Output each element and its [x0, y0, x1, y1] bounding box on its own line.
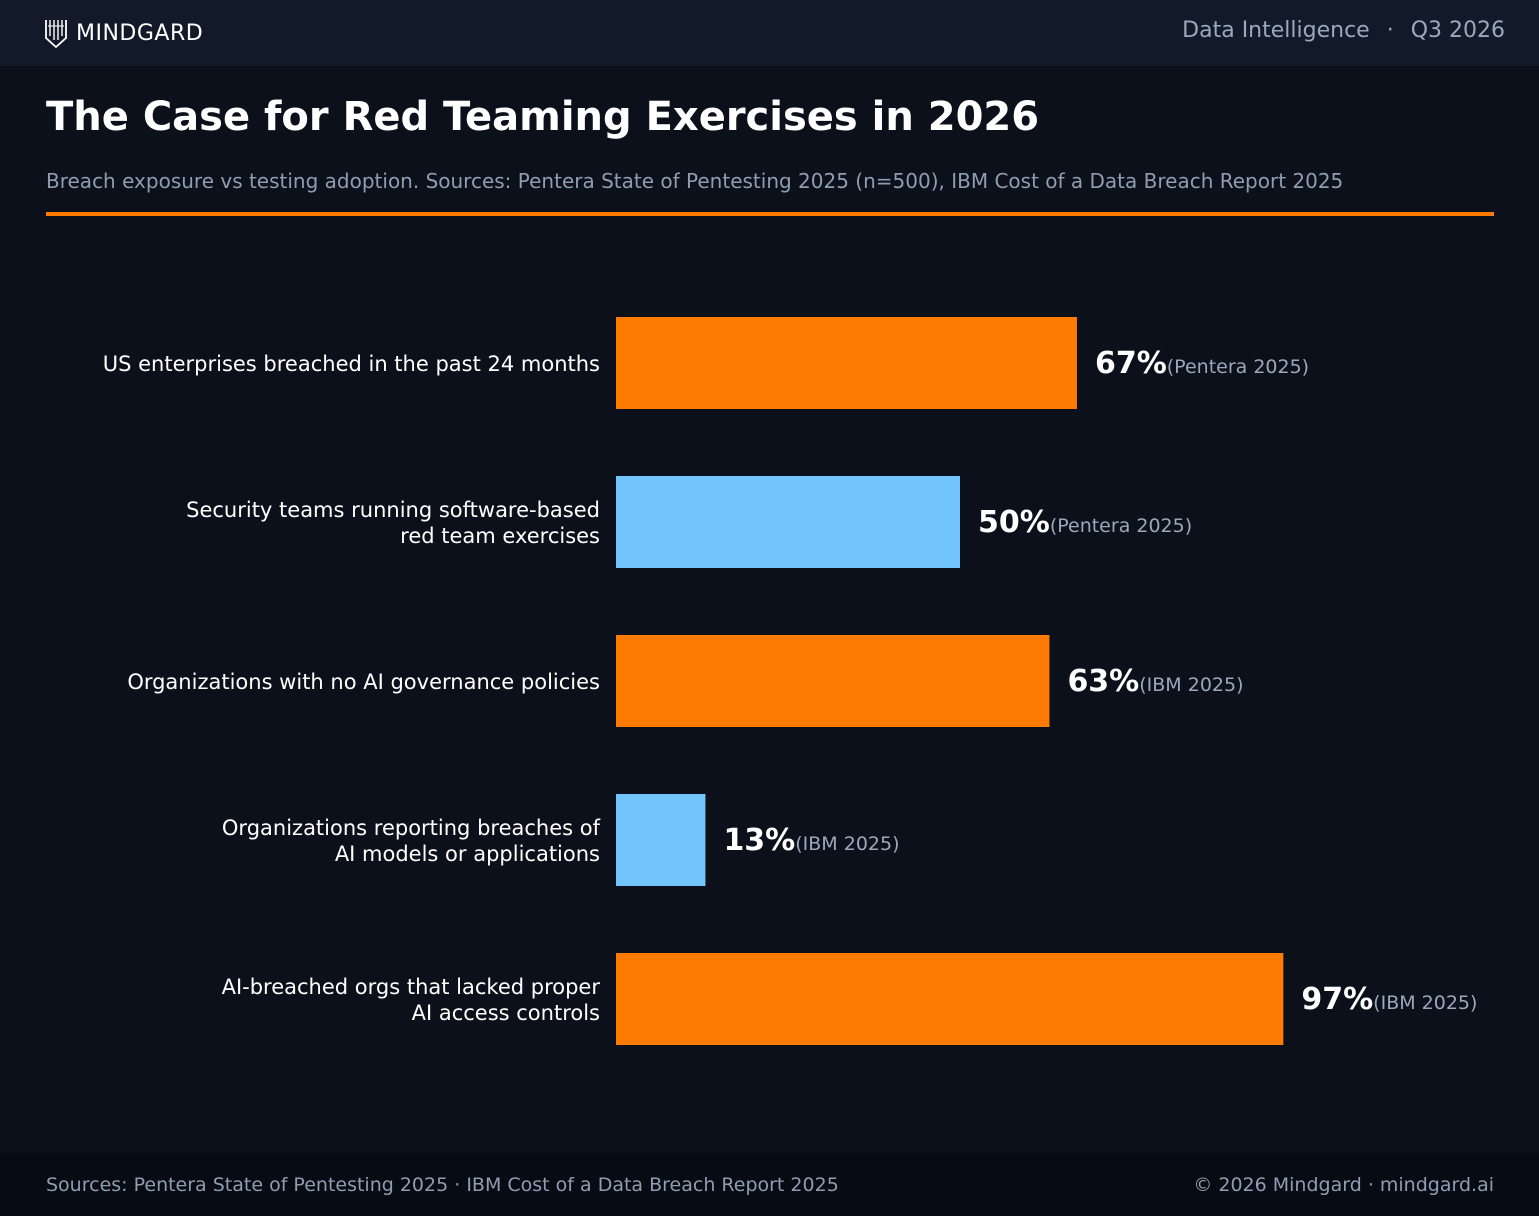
- value-number-5: 97%: [1301, 982, 1373, 1017]
- top-bar: MINDGARD Data Intelligence · Q3 2026: [0, 0, 1539, 66]
- page-title: The Case for Red Teaming Exercises in 20…: [46, 94, 1040, 140]
- mindgard-shield-icon: [45, 20, 67, 48]
- brand-logo[interactable]: MINDGARD: [44, 17, 203, 49]
- brand-name: MINDGARD: [76, 20, 204, 46]
- value-label-4: 13%(IBM 2025): [723, 823, 899, 858]
- value-source-5: (IBM 2025): [1373, 992, 1477, 1014]
- value-number-4: 13%: [723, 823, 795, 858]
- value-source-1: (Pentera 2025): [1167, 356, 1309, 378]
- category-label-5: AI-breached orgs that lacked proper AI ac…: [222, 975, 601, 1025]
- header-separator: ·: [1386, 18, 1394, 43]
- footer: Sources: Pentera State of Pentesting 202…: [0, 1153, 1539, 1216]
- bar-1: [616, 317, 1077, 409]
- value-source-3: (IBM 2025): [1139, 674, 1243, 696]
- value-label-2: 50%(Pentera 2025): [978, 505, 1192, 540]
- accent-divider: [46, 212, 1494, 216]
- value-label-1: 67%(Pentera 2025): [1095, 346, 1309, 381]
- bar-chart: US enterprises breached in the past 24 m…: [103, 317, 1477, 1045]
- value-number-3: 63%: [1067, 664, 1139, 699]
- page-subtitle: Breach exposure vs testing adoption. Sou…: [46, 169, 1344, 193]
- category-label-2: Security teams running software-based red…: [186, 498, 600, 548]
- category-label-1: US enterprises breached in the past 24 m…: [103, 352, 600, 376]
- category-label-4: Organizations reporting breaches of AI mo…: [222, 816, 601, 866]
- footer-sources: Sources: Pentera State of Pentesting 202…: [46, 1174, 839, 1196]
- bar-4: [616, 794, 706, 886]
- bar-5: [616, 953, 1284, 1045]
- value-source-4: (IBM 2025): [795, 833, 899, 855]
- bar-3: [616, 635, 1050, 727]
- bar-2: [616, 476, 960, 568]
- value-number-1: 67%: [1095, 346, 1167, 381]
- header-meta: Data Intelligence · Q3 2026: [1182, 18, 1505, 43]
- value-source-2: (Pentera 2025): [1050, 515, 1192, 537]
- section-label: Data Intelligence: [1182, 18, 1370, 43]
- footer-copyright: © 2026 Mindgard · mindgard.ai: [1193, 1174, 1494, 1196]
- value-label-5: 97%(IBM 2025): [1301, 982, 1477, 1017]
- value-number-2: 50%: [978, 505, 1050, 540]
- period-label: Q3 2026: [1410, 18, 1505, 43]
- category-label-3: Organizations with no AI governance poli…: [127, 670, 600, 694]
- value-label-3: 63%(IBM 2025): [1067, 664, 1243, 699]
